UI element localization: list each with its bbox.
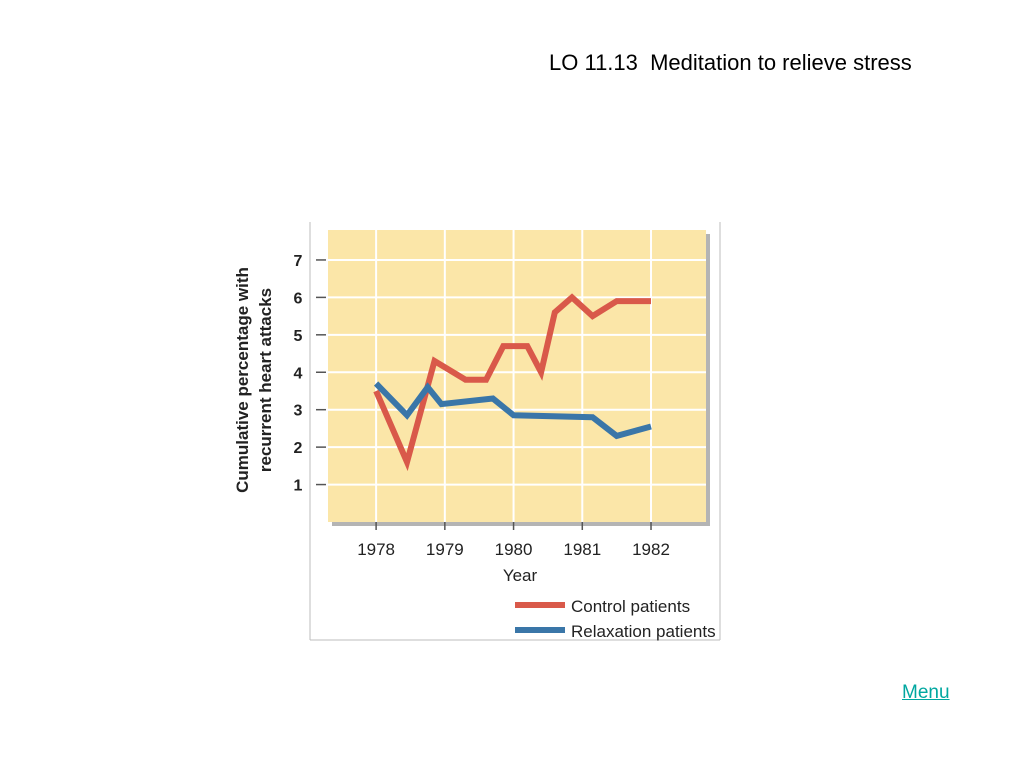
y-tick-label-1: 1 (294, 478, 303, 495)
series-lines (373, 293, 652, 472)
legend-label-control: Control patients (571, 597, 690, 616)
y-tick-label-7: 7 (294, 253, 303, 270)
x-tick-label-1982: 1982 (632, 540, 670, 559)
legend: Control patients Relaxation patients (515, 597, 716, 641)
grid-lines (328, 230, 706, 522)
plot-background (328, 230, 706, 522)
legend-label-relaxation: Relaxation patients (571, 622, 716, 641)
x-axis-ticks: 1978 1979 1980 1981 1982 (357, 522, 670, 559)
y-tick-label-3: 3 (294, 403, 303, 420)
y-axis-label-line-2: recurrent heart attacks (256, 288, 275, 472)
menu-link[interactable]: Menu (902, 682, 950, 703)
slide-title: LO 11.13 Meditation to relieve stress (549, 50, 912, 75)
x-tick-label-1979: 1979 (426, 540, 464, 559)
line-chart: 1 2 3 4 5 6 7 1978 1979 1980 1981 1982 Cumulative … (233, 222, 721, 641)
y-tick-label-2: 2 (294, 440, 303, 457)
x-axis-label: Year (503, 566, 538, 585)
y-axis-ticks: 1 2 3 4 5 6 7 (294, 253, 326, 495)
x-tick-label-1980: 1980 (495, 540, 533, 559)
y-tick-label-4: 4 (294, 365, 303, 382)
series-line-relaxation-patients (373, 381, 652, 440)
series-line-control-patients (373, 293, 651, 472)
x-tick-label-1978: 1978 (357, 540, 395, 559)
x-tick-label-1981: 1981 (563, 540, 601, 559)
y-tick-label-5: 5 (294, 328, 303, 345)
y-tick-label-6: 6 (294, 290, 303, 307)
chart-figure: 1 2 3 4 5 6 7 1978 1979 1980 1981 1982 Cumulative … (220, 220, 760, 645)
y-axis-label-line-1: Cumulative percentage with (233, 267, 252, 493)
